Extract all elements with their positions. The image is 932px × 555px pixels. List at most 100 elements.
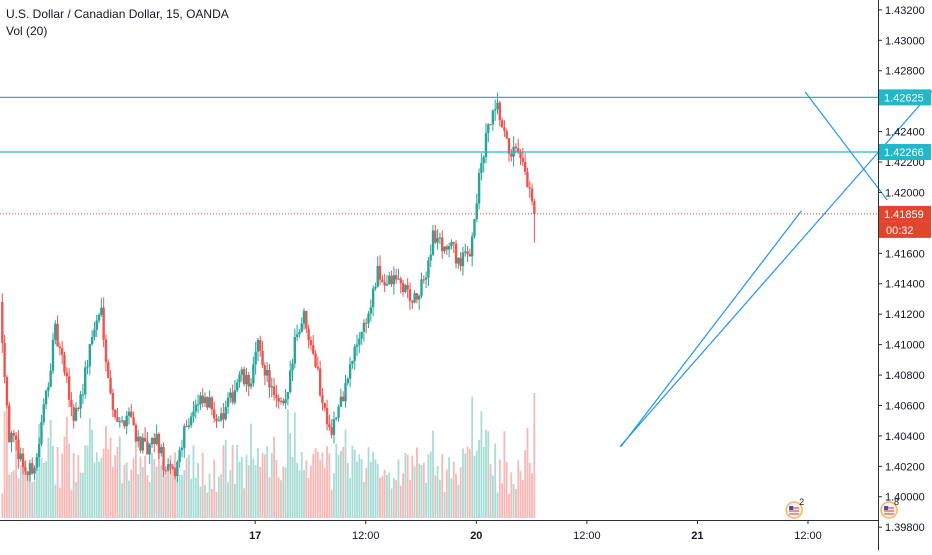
volume-bar [326, 446, 328, 518]
candle-body [203, 397, 207, 404]
price-tick-label: 1.40200 [885, 461, 925, 473]
volume-bar [236, 444, 239, 518]
candle-body [194, 404, 197, 412]
candle-body [351, 360, 354, 365]
candle-body [219, 413, 223, 421]
volume-bar [169, 455, 172, 518]
candle-body [383, 281, 386, 286]
volume-bar [33, 480, 36, 518]
volume-bar [270, 453, 273, 518]
volume-bar [250, 423, 252, 518]
candle-body [44, 390, 48, 405]
time-tick-label: 20 [470, 530, 482, 542]
volume-bar [515, 488, 517, 518]
candle-body [233, 390, 237, 403]
trend-line[interactable] [620, 210, 803, 447]
candle-body [97, 314, 101, 321]
volume-bar [217, 476, 220, 518]
volume-bar [194, 477, 197, 518]
volume-bar [464, 453, 467, 518]
candle-body [464, 251, 467, 253]
candle-body [477, 173, 481, 204]
volume-bar [533, 393, 536, 518]
volume-bar [462, 448, 464, 518]
volume-bar [448, 457, 451, 518]
candle-body [240, 369, 244, 375]
candle-body [328, 424, 331, 428]
candle-body [376, 265, 379, 287]
volume-bar [190, 478, 193, 518]
volume-bar [197, 462, 199, 518]
volume-bar [298, 470, 301, 518]
volume-bar [6, 405, 8, 518]
volume-bar [296, 462, 299, 518]
volume-bar [273, 436, 275, 518]
chart-title[interactable]: U.S. Dollar / Canadian Dollar, 15, OANDA [6, 7, 229, 21]
candle-body [480, 163, 483, 174]
candle-body [335, 417, 338, 419]
candle-body [192, 411, 195, 417]
candle-body [344, 383, 347, 402]
candle-body [84, 367, 87, 395]
volume-bar [353, 449, 356, 518]
candle-body [302, 310, 306, 324]
volume-bar [485, 429, 487, 518]
candle-body [206, 397, 209, 408]
candle-body [252, 364, 255, 384]
flag-canton-icon [789, 506, 794, 510]
volume-bar [35, 453, 38, 518]
volume-bar [29, 473, 31, 518]
volume-bar [379, 477, 381, 518]
volume-bar [344, 429, 347, 518]
candle-body [459, 257, 462, 267]
candle-body [79, 394, 82, 409]
volume-bar [137, 474, 140, 518]
candle-body [441, 237, 444, 252]
candle-body [150, 437, 154, 445]
candle-body [298, 331, 301, 335]
candle-body [325, 407, 329, 425]
candle-body [438, 237, 442, 239]
volume-bar [65, 416, 68, 518]
price-tick-label: 1.40800 [885, 370, 925, 382]
volume-bar [503, 431, 506, 518]
candle-body [26, 471, 29, 475]
volume-bar [259, 466, 262, 518]
candle-body [277, 398, 280, 402]
volume-bar [82, 472, 84, 518]
volume-bar [49, 419, 52, 518]
volume-bar [75, 481, 77, 518]
volume-bar [201, 452, 204, 518]
candle-body [401, 283, 405, 292]
candle-body [249, 383, 253, 387]
volume-bar [88, 418, 91, 518]
volume-bar [521, 480, 524, 518]
candle-body [242, 369, 246, 385]
volume-indicator-label[interactable]: Vol (20) [6, 24, 48, 38]
volume-bar [508, 493, 510, 518]
volume-bar [365, 467, 368, 518]
volume-bar [12, 470, 15, 518]
volume-bar [187, 454, 190, 518]
volume-bar [63, 436, 66, 518]
volume-bar [206, 492, 209, 518]
trend-line[interactable] [619, 84, 932, 447]
candle-body [28, 463, 32, 475]
price-tick-label: 1.41600 [885, 248, 925, 260]
volume-bar [139, 456, 142, 518]
candle-body [162, 447, 165, 471]
volume-bar [510, 472, 513, 518]
volume-bar [383, 469, 386, 518]
volume-bar [266, 446, 269, 518]
volume-bar [105, 425, 107, 518]
candle-body [134, 424, 138, 442]
candle-body [265, 370, 269, 376]
countdown-bg [879, 221, 931, 238]
volume-bar [174, 452, 176, 518]
candle-body [245, 375, 248, 385]
trend-line[interactable] [804, 91, 888, 201]
volume-bar [263, 454, 266, 518]
volume-bar [24, 460, 27, 518]
